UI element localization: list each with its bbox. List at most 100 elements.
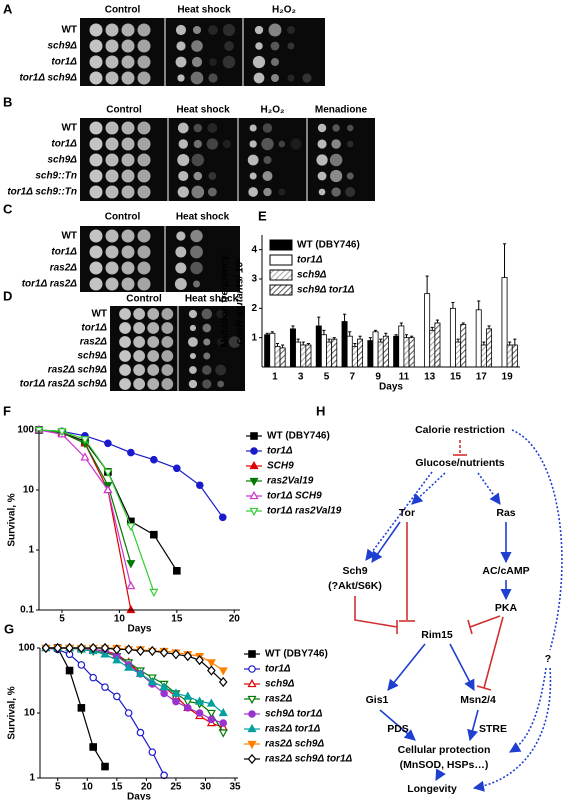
yeast-spot [119,350,131,362]
pathway-node: STRE [479,723,507,735]
strain-label: ras2Δ [80,337,108,348]
series-line [45,647,224,683]
marker [101,683,109,691]
x-tick-label: 5 [59,614,65,625]
yeast-spot [201,308,213,320]
y-tick-label: 1 [29,773,35,784]
yeast-spot [262,171,273,181]
bar [372,331,379,368]
yeast-spot [202,365,212,375]
yeast-spot [119,364,131,376]
yeast-spot [188,337,198,347]
panel-letter: H [316,403,325,418]
yeast-spot [316,154,328,166]
yeast-spot [89,245,103,259]
legend-label: tor1Δ [267,446,293,457]
legend-label: sch9Δ tor1Δ [297,285,355,296]
legend-label: WT (DBY746) [297,240,360,251]
x-tick-label: 35 [229,782,241,793]
legend-label: ras2Δ [265,694,293,705]
yeast-spot [147,350,160,362]
yeast-spot [119,336,131,348]
bar [295,341,302,368]
x-tick-label: 13 [424,372,436,383]
legend-swatch [269,269,293,281]
pathway-node: AC/cAMP [482,565,529,577]
marker [206,659,216,668]
legend-label: tor1Δ [297,255,323,266]
marker [183,651,193,662]
yeast-spot [317,123,327,133]
marker [219,719,228,727]
panel-letter: G [4,621,14,636]
legend-marker [248,650,256,658]
yeast-spot [318,188,326,196]
marker [124,644,133,655]
column-header: H₂O₂ [261,105,285,116]
strain-label: tor1Δ [51,139,77,150]
legend-marker [250,447,258,455]
marker [159,647,169,658]
marker [172,697,180,706]
yeast-spot [249,172,257,180]
marker [160,771,168,780]
yeast-spot [137,39,151,53]
marker [127,448,135,457]
marker [113,692,121,701]
yeast-spot [192,25,202,35]
yeast-spot [147,308,160,320]
x-tick-label: 10 [114,614,126,625]
legend-label: tor1Δ ras2Val19 [267,506,342,517]
yeast-spot [121,169,135,183]
panel-letter: F [3,403,11,418]
yeast-spot [222,55,236,69]
column-header: H₂O₂ [272,5,296,16]
marker [196,481,204,490]
marker [218,676,228,688]
yeast-spot [137,121,151,135]
legend-marker [248,665,256,673]
legend-label: tor1Δ [265,664,291,675]
pathway-node: Glucose/nutrients [415,457,504,469]
yeast-spot [175,24,187,36]
column-header: Control [126,294,162,305]
marker [80,436,90,445]
bar [501,277,508,368]
strain-label: WT [91,309,107,320]
yeast-spot [191,56,203,68]
strain-label: tor1Δ sch9Δ [19,73,77,84]
x-tick-label: 30 [200,782,212,793]
strain-label: tor1Δ ras2Δ sch9Δ [20,379,108,390]
series-line [38,429,178,572]
bar [506,344,513,368]
x-tick-label: 15 [450,372,462,383]
yeast-spot [105,39,119,53]
marker [57,428,67,437]
yeast-spot [121,229,135,243]
legend-label: ras2Val19 [267,476,314,487]
pathway-node: Ras [496,507,515,519]
x-axis-label: Days [128,624,152,635]
yeast-spot [105,169,119,183]
bar [460,324,467,368]
x-tick-label: 10 [82,782,94,793]
yeast-spot [330,169,343,183]
y-tick-label: 4 [251,244,257,255]
x-tick-label: 3 [298,372,304,383]
strain-label: sch9Δ [47,41,77,52]
bar [289,328,296,368]
panel-letter: E [258,208,267,223]
yeast-spot [193,280,201,288]
yeast-spot [302,73,312,83]
yeast-spot [190,261,203,275]
yeast-spot [147,336,160,348]
x-axis-label: Days [379,382,403,393]
yeast-spot [177,186,189,198]
pathway-arrows [354,429,563,792]
legend-swatch [269,254,293,266]
yeast-spot [176,41,186,51]
bar [300,344,307,368]
yeast-spot [89,23,103,37]
yeast-spot [224,41,234,51]
yeast-spot [193,171,203,181]
